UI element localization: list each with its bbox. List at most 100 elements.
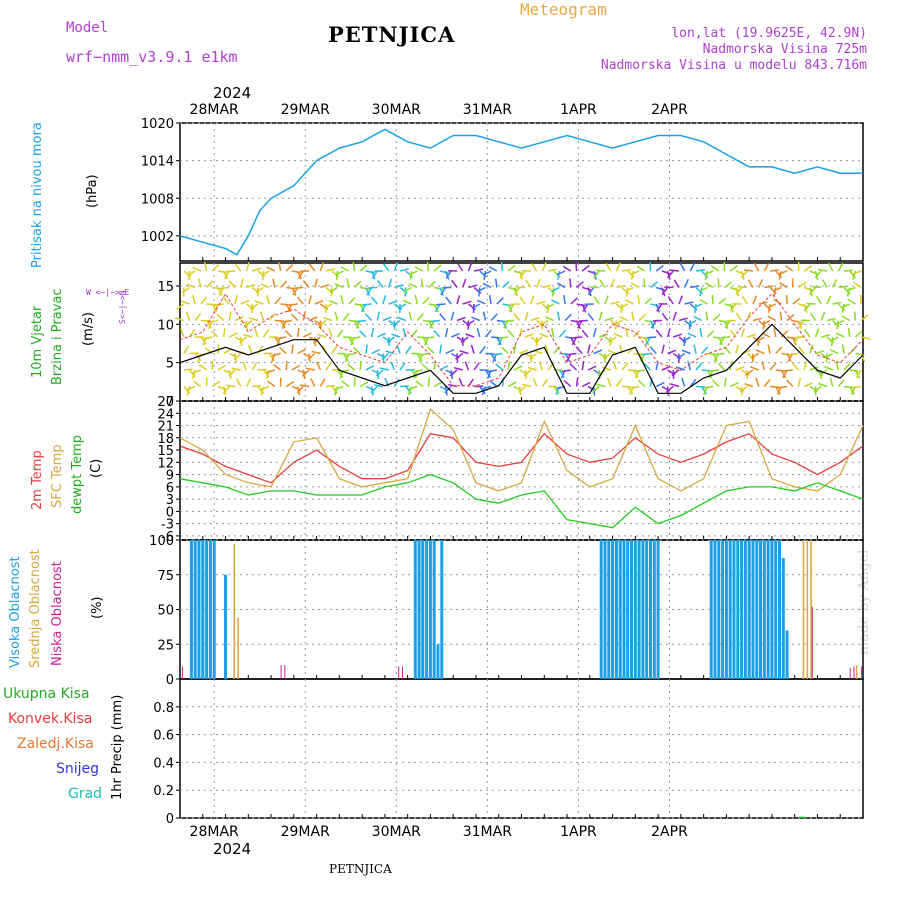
wind-arrow [636, 265, 646, 272]
wind-arrow [413, 369, 424, 373]
wind-arrow [422, 336, 428, 346]
wind-arrow [458, 377, 464, 387]
wind-arrow [853, 311, 857, 321]
wind-arrow [613, 319, 623, 326]
wind-arrow [294, 286, 304, 289]
wind-arrow [724, 320, 731, 329]
wind-arrow [797, 320, 803, 330]
temp-2m-line [179, 432, 864, 484]
wind-arrow [240, 299, 250, 305]
wind-arrow [292, 287, 299, 296]
wind-arrow [735, 312, 743, 321]
wind-arrow [798, 303, 808, 308]
wind-arrow [323, 303, 333, 310]
wind-arrow [274, 336, 281, 345]
wind-arrow [211, 264, 220, 272]
wind-arrow [581, 381, 591, 388]
wind-arrow [239, 278, 244, 288]
meteogram-label: Meteogram [520, 0, 607, 19]
wind-arrow [222, 385, 230, 394]
wind-arrow [789, 352, 799, 355]
wind-arrow [217, 287, 223, 296]
wind-arrow [683, 278, 689, 288]
wind-arrow [485, 352, 495, 355]
wind-arrow [715, 352, 725, 356]
wind-arrow [501, 320, 508, 329]
wind-arrow [569, 363, 578, 371]
wind-arrow [826, 317, 836, 322]
wind-arrow [204, 262, 208, 272]
wind-arrow [371, 348, 381, 355]
wind-arrow [348, 319, 358, 323]
wind-arrow [735, 366, 745, 371]
wind-arrow [786, 314, 795, 322]
wind-arrow [709, 369, 719, 373]
wind-arrow [570, 336, 576, 346]
wind-arrow [615, 378, 623, 387]
wind-arrow [643, 278, 646, 288]
wind-arrow [390, 361, 396, 371]
wind-arrow [813, 385, 822, 393]
wind-arrow [397, 316, 407, 322]
high-cloud-bar [618, 540, 622, 679]
wind-arrow [251, 267, 261, 272]
wind-arrow [666, 270, 674, 279]
wind-arrow [687, 319, 697, 326]
wind-arrow [382, 316, 392, 322]
wind-arrow [325, 361, 332, 371]
wind-arrow [382, 263, 390, 272]
high-cloud-bar [622, 540, 626, 679]
wind-arrow [826, 295, 832, 305]
wind-arrow [803, 286, 813, 292]
wind-arrow [587, 344, 591, 354]
wind-arrow [375, 369, 384, 377]
high-cloud-bar [417, 540, 421, 679]
y-tick-label: -6 [161, 530, 174, 545]
wind-arrow [593, 349, 603, 355]
wind-arrow [531, 263, 538, 272]
wind-arrow [625, 328, 629, 338]
wind-arrow [427, 377, 430, 387]
wind-arrow [633, 352, 643, 356]
y-tick-label: 9 [166, 469, 174, 484]
wind-arrow [838, 285, 848, 289]
wind-arrow [837, 379, 845, 387]
wind-arrow [632, 369, 639, 379]
high-cloud-bar [224, 574, 227, 680]
wind-arrow [415, 380, 424, 388]
wind-arrow [830, 336, 834, 347]
wind-arrow [288, 303, 298, 306]
wind-arrow [556, 270, 566, 276]
wind-arrow [473, 362, 480, 371]
wind-arrow [530, 316, 540, 322]
wind-arrow [386, 336, 395, 344]
wind-arrow [277, 336, 287, 340]
wind-arrow [745, 369, 754, 376]
wind-arrow [854, 330, 863, 338]
wind-arrow [550, 328, 555, 338]
wind-arrow [459, 350, 469, 355]
wind-arrow [803, 265, 813, 272]
wind-arrow [208, 319, 219, 323]
wind-arrow [704, 270, 709, 280]
wind-arrow [268, 353, 276, 362]
wind-arrow [518, 270, 524, 280]
y-tick-label: 0.8 [153, 701, 174, 716]
wind-arrow [433, 381, 443, 388]
high-cloud-bar [645, 540, 649, 679]
panel-frame [179, 400, 864, 541]
wind-arrow [231, 367, 241, 371]
wind-arrow [556, 282, 566, 289]
wind-arrow [817, 268, 828, 272]
wind-arrow [667, 296, 674, 305]
wind-arrow [711, 379, 720, 388]
wind-arrow [852, 385, 862, 389]
wind-arrow [291, 344, 294, 354]
wind-arrow [273, 363, 282, 371]
wind-arrow [445, 296, 452, 305]
wind-arrow [675, 366, 685, 371]
wind-arrow [374, 384, 384, 388]
wind-arrow [779, 311, 783, 321]
wind-arrow [453, 366, 463, 371]
